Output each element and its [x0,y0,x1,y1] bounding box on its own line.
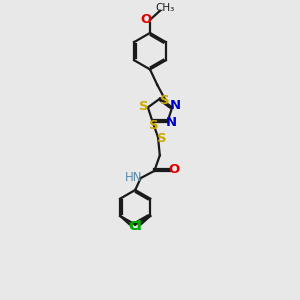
Text: Cl: Cl [130,220,142,233]
Text: CH₃: CH₃ [156,3,175,13]
Text: S: S [160,94,170,107]
Text: S: S [148,119,158,132]
Text: Cl: Cl [128,220,141,233]
Text: HN: HN [125,171,142,184]
Text: N: N [170,99,182,112]
Text: S: S [157,132,167,145]
Text: S: S [139,100,149,113]
Text: O: O [169,164,180,176]
Text: O: O [140,13,152,26]
Text: N: N [166,116,177,129]
